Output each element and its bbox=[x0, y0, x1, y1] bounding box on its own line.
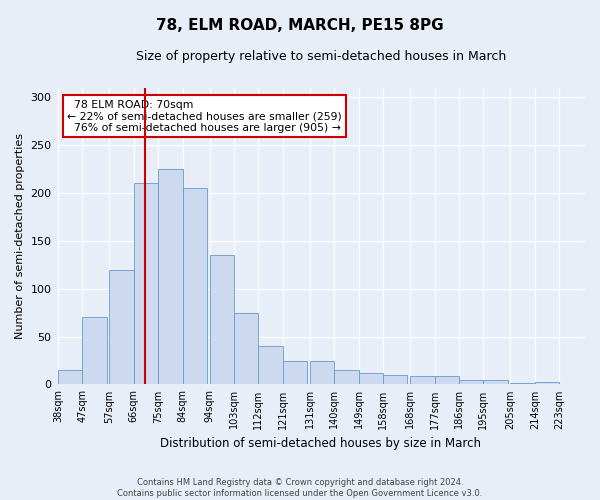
Bar bbox=[209, 255, 234, 384]
Bar bbox=[134, 184, 158, 384]
Bar bbox=[535, 382, 559, 384]
Bar bbox=[484, 380, 508, 384]
Bar bbox=[259, 346, 283, 385]
Bar bbox=[82, 318, 107, 384]
Bar bbox=[283, 360, 307, 384]
Bar bbox=[234, 312, 259, 384]
Bar bbox=[459, 380, 484, 384]
X-axis label: Distribution of semi-detached houses by size in March: Distribution of semi-detached houses by … bbox=[160, 437, 481, 450]
Y-axis label: Number of semi-detached properties: Number of semi-detached properties bbox=[15, 133, 25, 339]
Text: Contains HM Land Registry data © Crown copyright and database right 2024.
Contai: Contains HM Land Registry data © Crown c… bbox=[118, 478, 482, 498]
Bar bbox=[109, 270, 134, 384]
Bar bbox=[182, 188, 207, 384]
Bar bbox=[334, 370, 359, 384]
Bar bbox=[410, 376, 434, 384]
Title: Size of property relative to semi-detached houses in March: Size of property relative to semi-detach… bbox=[136, 50, 506, 63]
Text: 78 ELM ROAD: 70sqm
← 22% of semi-detached houses are smaller (259)
  76% of semi: 78 ELM ROAD: 70sqm ← 22% of semi-detache… bbox=[67, 100, 342, 133]
Bar bbox=[434, 376, 459, 384]
Bar bbox=[58, 370, 82, 384]
Bar bbox=[158, 169, 182, 384]
Bar bbox=[359, 373, 383, 384]
Text: 78, ELM ROAD, MARCH, PE15 8PG: 78, ELM ROAD, MARCH, PE15 8PG bbox=[156, 18, 444, 32]
Bar bbox=[310, 360, 334, 384]
Bar bbox=[383, 375, 407, 384]
